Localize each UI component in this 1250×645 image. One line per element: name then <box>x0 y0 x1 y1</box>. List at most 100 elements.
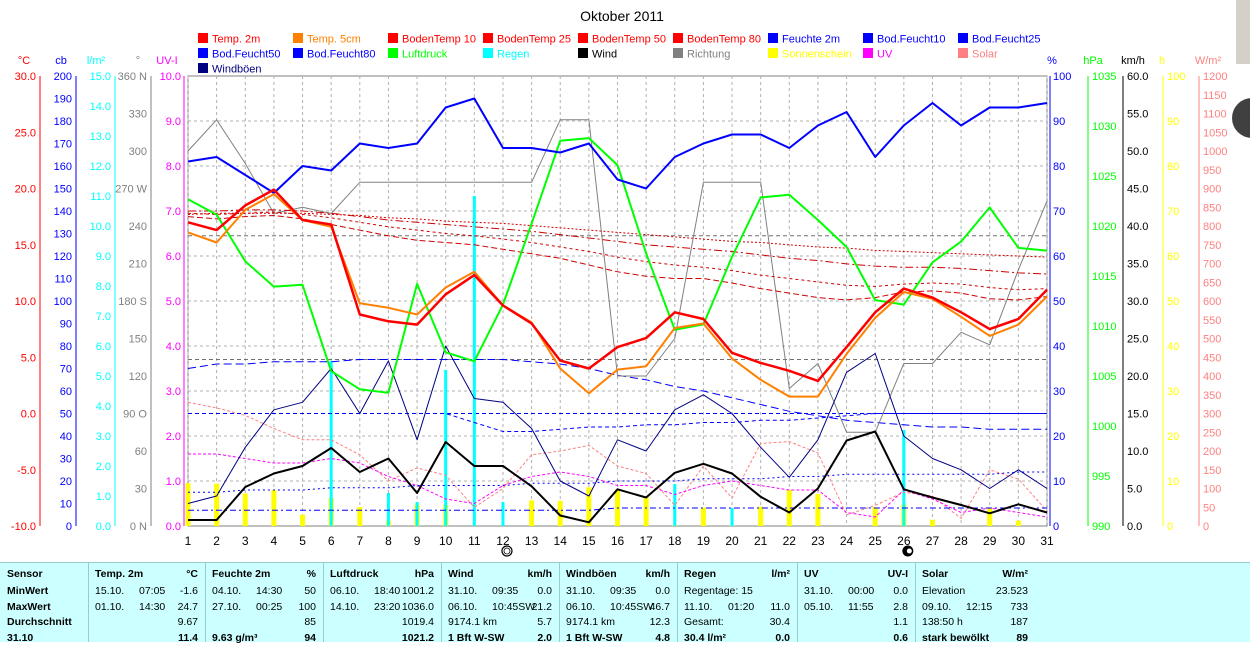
axis-tick-label: 1050 <box>1203 127 1227 139</box>
legend-label: Bod.Feucht50 <box>212 49 281 61</box>
axis-tick-label: 1.0 <box>166 476 181 488</box>
axis-tick-label: 30 <box>60 454 72 466</box>
axis-tick-label: 10.0 <box>1127 446 1148 458</box>
legend-swatch <box>483 33 493 43</box>
stats-cell-value: 11.4 <box>178 631 198 645</box>
axis-tick-label: 15.0 <box>15 240 36 252</box>
x-tick-label: 13 <box>525 534 539 548</box>
x-tick-label: 20 <box>725 534 739 548</box>
x-tick-label: 14 <box>554 534 568 548</box>
stats-cell-value: 21.2 <box>532 600 552 614</box>
axis-tick-label: 5.0 <box>166 296 181 308</box>
axis-tick-label: 0.0 <box>166 521 181 533</box>
axis-tick-label: 50 <box>1203 502 1215 514</box>
x-tick-label: 27 <box>926 534 940 548</box>
axis-tick-label: 5.0 <box>1127 484 1142 496</box>
x-tick-label: 24 <box>840 534 854 548</box>
stats-cell-value: 0.0 <box>537 584 552 598</box>
axis-tick-label: 60 <box>60 386 72 398</box>
stats-cell-value: 1019.4 <box>402 615 434 629</box>
legend-swatch <box>958 33 968 43</box>
stats-cell-date: 31.10. <box>448 584 477 598</box>
axis-tick-label: 30 <box>1167 386 1179 398</box>
bar-sunshine <box>1016 521 1021 526</box>
axis-tick-label: 30 <box>135 484 147 496</box>
axis-tick-label: 1000 <box>1203 146 1227 158</box>
legend-label: BodenTemp 80 <box>687 34 761 46</box>
axis-tick-label: 35.0 <box>1127 259 1148 271</box>
stats-cell-date: 05.10. <box>804 600 833 614</box>
bar-rain <box>673 484 676 526</box>
stats-cell-date: 14.10. <box>330 600 359 614</box>
axis-tick-label: 1025 <box>1092 171 1116 183</box>
axis-tick-label: 1100 <box>1203 109 1227 121</box>
axis-tick-label: 100 <box>1053 71 1071 83</box>
stats-cell-date: 1 Bft W-SW <box>448 631 504 645</box>
axis-tick-label: 1030 <box>1092 121 1116 133</box>
axis-tick-label: 4.0 <box>96 401 111 413</box>
stats-cell-time: 10:45SW <box>492 600 535 614</box>
stats-row-label: 31.10 <box>7 631 33 645</box>
axis-tick-label: 40 <box>60 431 72 443</box>
axis-tick-label: 210 <box>129 259 147 271</box>
stats-cell-date: 27.10. <box>212 600 241 614</box>
stats-row-label: MinWert <box>7 584 48 598</box>
axis-tick-label: 1005 <box>1092 371 1116 383</box>
stats-column-head: Solar <box>922 567 948 581</box>
legend-swatch <box>673 48 683 58</box>
x-tick-label: 5 <box>299 534 306 548</box>
axis-tick-label: 25.0 <box>15 127 36 139</box>
legend-label: UV <box>877 49 893 61</box>
stats-cell-value: 0.0 <box>655 584 670 598</box>
axis-tick-label: 150 <box>54 184 72 196</box>
axis-tick-label: 300 <box>129 146 147 158</box>
stats-cell-value: 733 <box>1010 600 1028 614</box>
axis-tick-label: 2.0 <box>166 431 181 443</box>
legend-label: Feuchte 2m <box>782 34 840 46</box>
legend-label: BodenTemp 10 <box>402 34 476 46</box>
axis-tick-label: 5.0 <box>96 371 111 383</box>
axis-tick-label: 9.0 <box>166 116 181 128</box>
axis-tick-label: 995 <box>1092 471 1110 483</box>
stats-column-unit: hPa <box>415 567 434 581</box>
stats-cell-time: 09:35 <box>492 584 518 598</box>
legend-label: Sonnenschein <box>782 49 852 61</box>
moon-new-highlight <box>907 549 912 554</box>
bar-sunshine <box>644 497 649 526</box>
x-tick-label: 21 <box>754 534 768 548</box>
axis-tick-label: 70 <box>60 364 72 376</box>
stats-column-unit: W/m² <box>1002 567 1028 581</box>
axis-tick-label: 1015 <box>1092 271 1116 283</box>
legend-label: Temp. 5cm <box>307 34 361 46</box>
x-tick-label: 30 <box>1012 534 1026 548</box>
axis-tick-label: 800 <box>1203 221 1221 233</box>
axis-tick-label: 450 <box>1203 352 1221 364</box>
x-tick-label: 7 <box>356 534 363 548</box>
axis-tick-label: 900 <box>1203 184 1221 196</box>
stats-cell-date: 15.10. <box>95 584 124 598</box>
axis-tick-label: 650 <box>1203 277 1221 289</box>
legend-label: BodenTemp 50 <box>592 34 666 46</box>
bar-rain <box>416 502 419 526</box>
legend-label: Temp. 2m <box>212 34 260 46</box>
axis-tick-label: 7.0 <box>166 206 181 218</box>
stats-cell-time: 18:40 <box>374 584 400 598</box>
axis-tick-label: 5.0 <box>21 352 36 364</box>
stats-cell-value: 9.67 <box>178 615 198 629</box>
window-edge <box>1236 0 1250 64</box>
axis-tick-label: 190 <box>54 94 72 106</box>
axis-tick-label: 13.0 <box>90 131 111 143</box>
stats-cell-value: 50 <box>304 584 316 598</box>
stats-cell-date: Elevation <box>922 584 965 598</box>
axis-tick-label: 60.0 <box>1127 71 1148 83</box>
stats-cell-date: 11.10. <box>684 600 712 614</box>
stats-row-label: Durchschnitt <box>7 615 72 629</box>
axis-tick-label: 0.0 <box>1127 521 1142 533</box>
axis-tick-label: 20 <box>1167 431 1179 443</box>
stats-cell-date: 31.10. <box>804 584 833 598</box>
